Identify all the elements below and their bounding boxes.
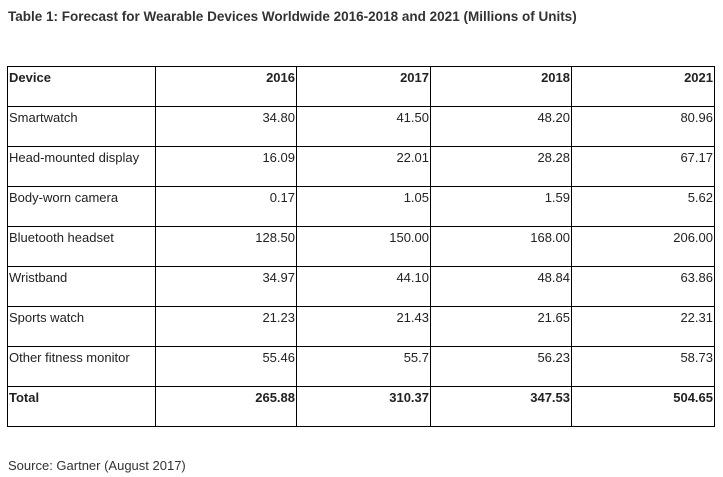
table-cell: 67.17 — [571, 146, 715, 187]
table-cell: 21.43 — [296, 306, 431, 347]
table-cell: 22.01 — [296, 146, 431, 187]
table-cell: 22.31 — [571, 306, 715, 347]
table-row: Other fitness monitor 55.46 55.7 56.23 5… — [7, 346, 715, 387]
row-label: Bluetooth headset — [7, 226, 156, 267]
table-row: Head-mounted display 16.09 22.01 28.28 6… — [7, 146, 715, 187]
table-cell: 48.20 — [430, 106, 572, 147]
table-row: Body-worn camera 0.17 1.05 1.59 5.62 — [7, 186, 715, 227]
table-cell: 128.50 — [155, 226, 297, 267]
table-cell: 5.62 — [571, 186, 715, 227]
row-label: Sports watch — [7, 306, 156, 347]
table-cell: 168.00 — [430, 226, 572, 267]
source-note: Source: Gartner (August 2017) — [8, 458, 186, 473]
total-cell: 347.53 — [430, 386, 572, 427]
table-cell: 16.09 — [155, 146, 297, 187]
table-cell: 28.28 — [430, 146, 572, 187]
table-cell: 34.80 — [155, 106, 297, 147]
total-cell: 265.88 — [155, 386, 297, 427]
table-cell: 55.7 — [296, 346, 431, 387]
table-row: Bluetooth headset 128.50 150.00 168.00 2… — [7, 226, 715, 267]
column-header-2021: 2021 — [571, 66, 715, 107]
forecast-table: Device 2016 2017 2018 2021 Smartwatch 34… — [7, 66, 715, 427]
table-row: Smartwatch 34.80 41.50 48.20 80.96 — [7, 106, 715, 147]
table-cell: 48.84 — [430, 266, 572, 307]
column-header-2017: 2017 — [296, 66, 431, 107]
table-cell: 56.23 — [430, 346, 572, 387]
table-cell: 55.46 — [155, 346, 297, 387]
table-cell: 21.65 — [430, 306, 572, 347]
total-label: Total — [7, 386, 156, 427]
table-cell: 150.00 — [296, 226, 431, 267]
table-row: Sports watch 21.23 21.43 21.65 22.31 — [7, 306, 715, 347]
table-cell: 44.10 — [296, 266, 431, 307]
table-cell: 80.96 — [571, 106, 715, 147]
table-cell: 34.97 — [155, 266, 297, 307]
row-label: Smartwatch — [7, 106, 156, 147]
row-label: Other fitness monitor — [7, 346, 156, 387]
table-cell: 1.05 — [296, 186, 431, 227]
column-header-2016: 2016 — [155, 66, 297, 107]
table-cell: 63.86 — [571, 266, 715, 307]
total-row: Total 265.88 310.37 347.53 504.65 — [7, 386, 715, 427]
total-cell: 504.65 — [571, 386, 715, 427]
header-row: Device 2016 2017 2018 2021 — [7, 66, 715, 107]
table-title: Table 1: Forecast for Wearable Devices W… — [8, 9, 577, 24]
row-label: Wristband — [7, 266, 156, 307]
table-cell: 206.00 — [571, 226, 715, 267]
table-cell: 0.17 — [155, 186, 297, 227]
table-cell: 1.59 — [430, 186, 572, 227]
table-row: Wristband 34.97 44.10 48.84 63.86 — [7, 266, 715, 307]
column-header-device: Device — [7, 66, 156, 107]
total-cell: 310.37 — [296, 386, 431, 427]
column-header-2018: 2018 — [430, 66, 572, 107]
table-cell: 21.23 — [155, 306, 297, 347]
table-cell: 41.50 — [296, 106, 431, 147]
row-label: Body-worn camera — [7, 186, 156, 227]
table-cell: 58.73 — [571, 346, 715, 387]
row-label: Head-mounted display — [7, 146, 156, 187]
